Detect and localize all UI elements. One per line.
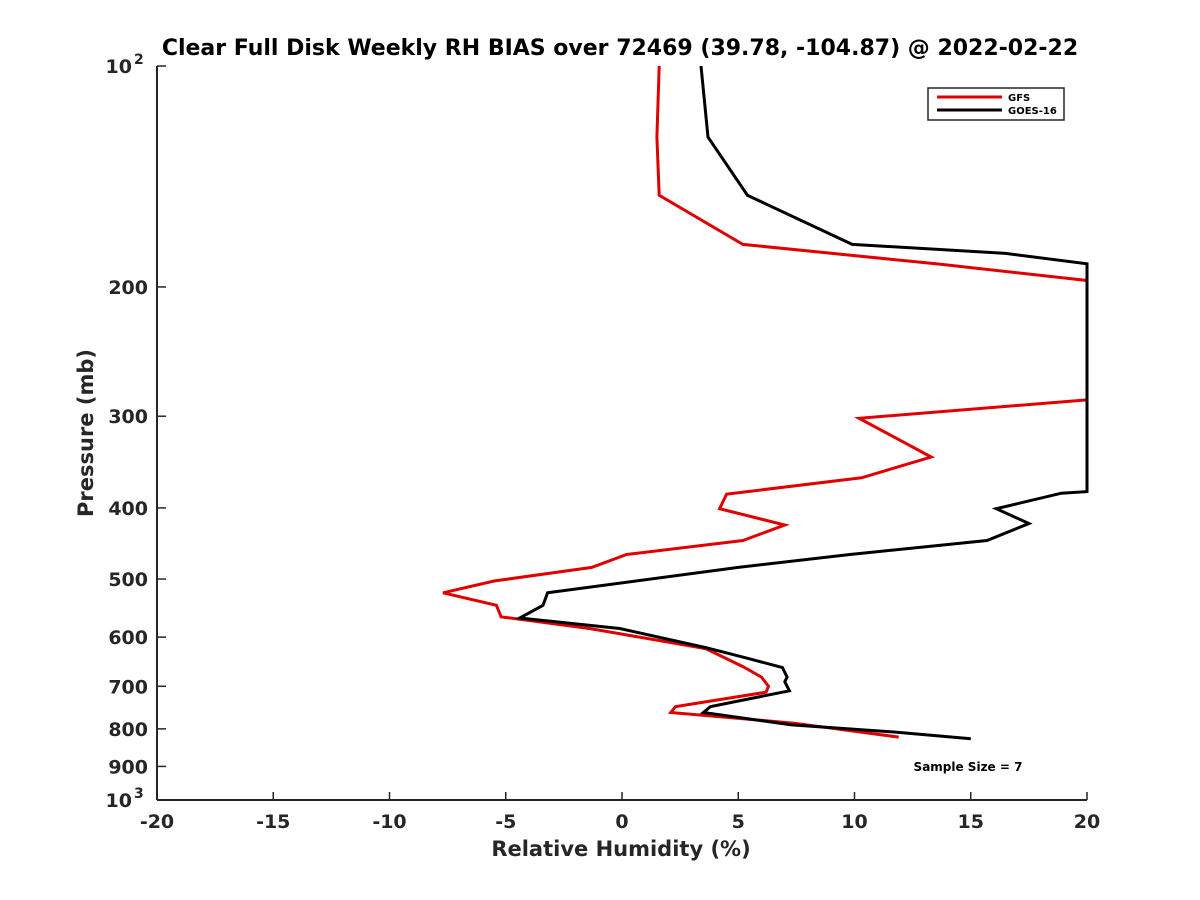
y-tick-label: 900: [108, 756, 148, 778]
legend-label: GFS: [1008, 93, 1030, 104]
y-tick-label: 600: [108, 627, 148, 649]
x-tick-label: 15: [958, 811, 984, 833]
y-tick-label: 200: [108, 277, 148, 299]
x-tick-label: -5: [495, 811, 516, 833]
legend-box: [927, 87, 1065, 121]
legend: GFS GOES-16: [927, 87, 1065, 121]
x-tick-label: 20: [1074, 811, 1100, 833]
x-tick-label: 5: [732, 811, 745, 833]
x-axis-label: Relative Humidity (%): [491, 837, 750, 861]
y-tick-exponent: 3: [134, 786, 144, 802]
legend-label: GOES-16: [1008, 106, 1057, 117]
y-tick-label: 400: [108, 498, 148, 520]
x-tick-label: 0: [615, 811, 628, 833]
y-tick-label: 800: [108, 719, 148, 741]
y-tick-label: 10: [106, 56, 132, 78]
x-tick-label: -10: [372, 811, 406, 833]
y-tick-label: 300: [108, 406, 148, 428]
sample-size-annotation: Sample Size = 7: [914, 760, 1023, 774]
y-tick-exponent: 2: [134, 52, 144, 68]
x-tick-label: 10: [841, 811, 867, 833]
y-tick-label: 700: [108, 676, 148, 698]
x-ticks: -20 -15 -10 -5 0 5 10 15 20: [140, 792, 1100, 833]
series-line-goes-16: [514, 65, 1089, 741]
x-tick-label: -15: [256, 811, 290, 833]
chart-title: Clear Full Disk Weekly RH BIAS over 7246…: [162, 36, 1078, 61]
y-tick-label: 10: [106, 790, 132, 812]
series-lines: [442, 65, 1089, 741]
x-tick-label: -20: [140, 811, 174, 833]
y-axis-label: Pressure (mb): [74, 349, 98, 517]
y-tick-label: 500: [108, 569, 148, 591]
